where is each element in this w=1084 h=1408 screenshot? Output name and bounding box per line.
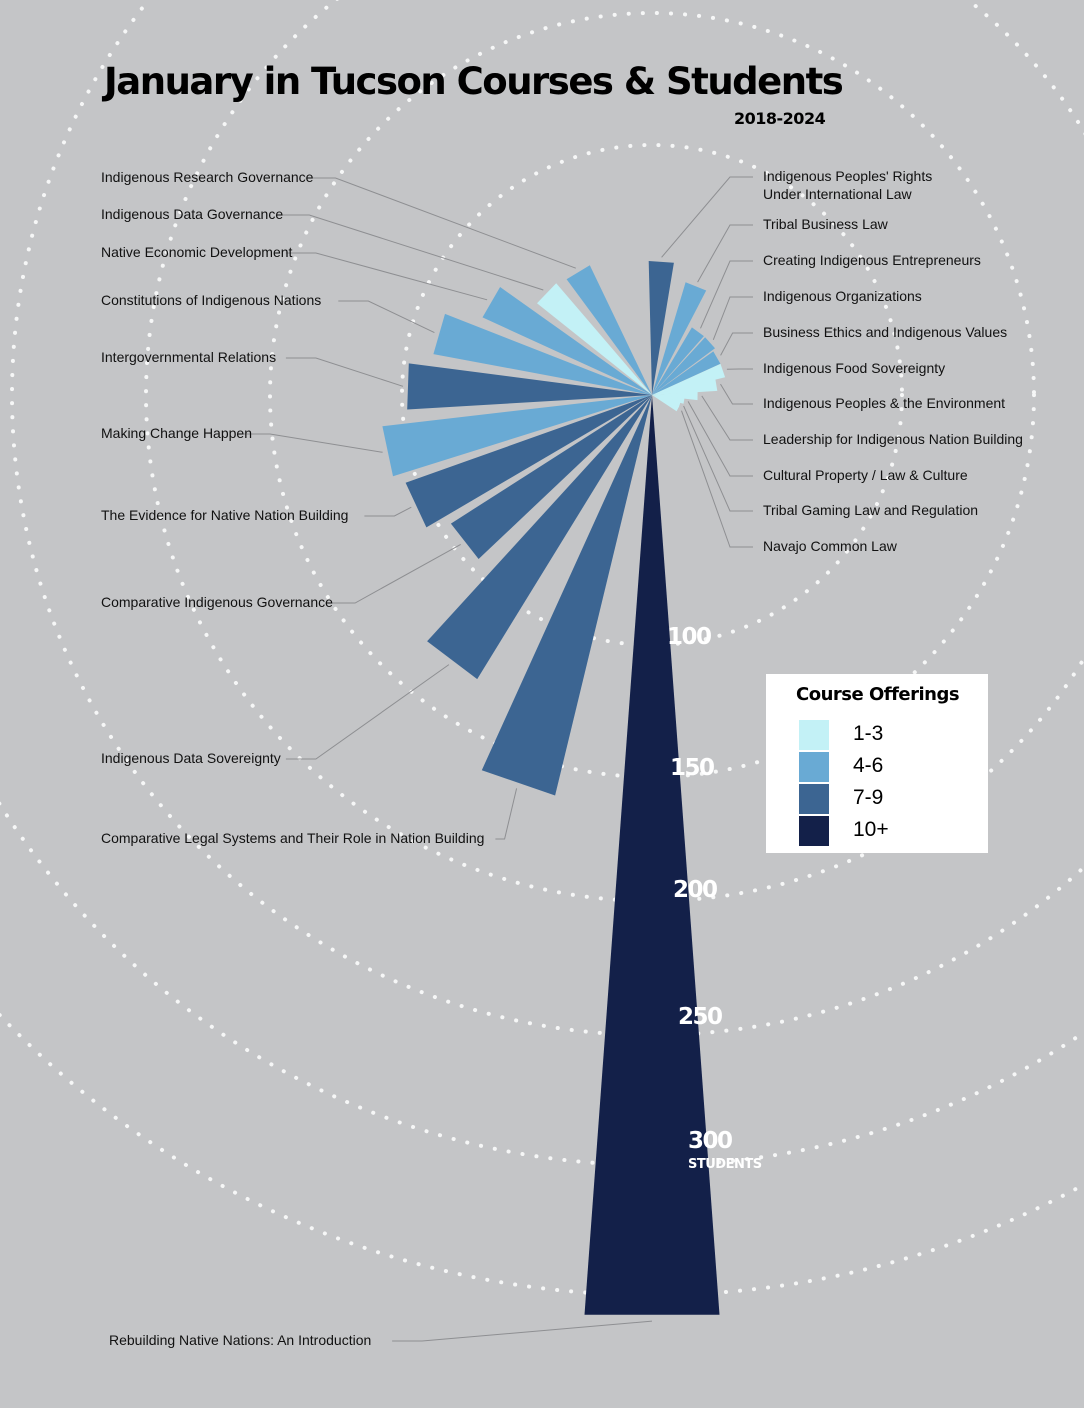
leader-line: [687, 401, 753, 477]
leader-line: [701, 395, 753, 441]
category-label: Making Change Happen: [101, 425, 252, 441]
grid-ring: [268, 11, 1036, 779]
legend-label: 1-3: [853, 722, 884, 745]
category-label: Indigenous Data Governance: [101, 206, 283, 222]
leader-line: [338, 300, 435, 334]
radial-axis-label: 200: [673, 877, 717, 903]
category-label: Navajo Common Law: [763, 538, 898, 554]
leader-line: [285, 357, 404, 387]
bar-wedge: [450, 395, 652, 559]
category-label: The Evidence for Native Nation Building: [101, 507, 348, 523]
bar-wedge: [405, 395, 652, 528]
leader-line: [285, 252, 488, 301]
category-label: Comparative Indigenous Governance: [101, 594, 333, 610]
bar-wedge: [481, 395, 652, 796]
chart-title: January in Tucson Courses & Students: [104, 60, 844, 103]
bar-wedge: [652, 395, 680, 412]
bar-wedge: [652, 363, 726, 395]
category-label: Indigenous Food Sovereignty: [763, 360, 945, 376]
legend-swatch: [799, 752, 829, 782]
leader-line: [720, 383, 753, 405]
leader-line: [683, 405, 753, 512]
bar-wedge: [652, 351, 721, 395]
category-label: Leadership for Indigenous Nation Buildin…: [763, 431, 1023, 447]
bar-wedge: [652, 327, 704, 395]
category-label: Comparative Legal Systems and Their Role…: [101, 830, 484, 846]
legend-label: 4-6: [853, 754, 884, 777]
bar-wedge: [652, 391, 698, 401]
category-label: Native Economic Development: [101, 244, 293, 260]
category-label: Creating Indigenous Entrepreneurs: [763, 252, 981, 268]
bar-wedge: [648, 261, 674, 395]
category-label: Indigenous Research Governance: [101, 169, 314, 185]
category-label: Indigenous Peoples & the Environment: [763, 395, 1005, 411]
leader-line: [392, 1320, 653, 1342]
bar-wedge: [407, 363, 652, 410]
category-label: Indigenous Organizations: [763, 288, 922, 304]
radial-axis-label: 150: [670, 755, 714, 781]
radial-axis-label: 300: [688, 1128, 732, 1154]
legend-swatch: [799, 816, 829, 846]
bar-wedge: [584, 395, 720, 1315]
category-label: Intergovernmental Relations: [101, 349, 276, 365]
bar-wedge: [537, 283, 652, 395]
legend-swatch: [799, 784, 829, 814]
legend-label: 10+: [853, 818, 889, 841]
bar-wedge: [652, 337, 715, 395]
bar-wedge: [433, 313, 652, 395]
leader-line: [661, 176, 753, 258]
legend-swatch: [799, 720, 829, 750]
leader-line: [681, 410, 753, 548]
bar-wedge: [566, 265, 652, 395]
leader-line: [305, 177, 576, 269]
leader-line: [495, 788, 518, 840]
bar-wedge: [427, 395, 652, 680]
radial-axis-unit: STUDENTS: [688, 1157, 762, 1172]
leader-line: [720, 332, 753, 356]
leader-line: [364, 506, 412, 517]
leader-line: [279, 214, 544, 291]
bar-wedge: [652, 378, 718, 395]
category-label: Constitutions of Indigenous Nations: [101, 292, 321, 308]
leader-line: [697, 224, 753, 283]
radial-axis-label: 100: [667, 624, 711, 650]
leader-line: [285, 664, 450, 760]
legend-label: 7-9: [853, 786, 884, 809]
category-label: Tribal Business Law: [763, 216, 889, 232]
category-label: Rebuilding Native Nations: An Introducti…: [109, 1332, 371, 1348]
legend: Course Offerings 1-3 4-6 7-9 10+: [766, 674, 988, 853]
leader-line: [325, 543, 461, 604]
chart-subtitle: 2018-2024: [734, 109, 826, 128]
category-label: Cultural Property / Law & Culture: [763, 467, 968, 483]
bar-wedge: [382, 395, 652, 477]
leader-line: [700, 260, 753, 329]
category-label: Business Ethics and Indigenous Values: [763, 324, 1007, 340]
grid-ring: [400, 143, 904, 647]
category-label: Tribal Gaming Law and Regulation: [763, 502, 978, 518]
category-label: Indigenous Data Sovereignty: [101, 750, 281, 766]
radial-axis-label: 250: [678, 1004, 722, 1030]
category-label: Indigenous Peoples' Rights Under Internat…: [763, 168, 932, 202]
leader-line: [712, 296, 753, 340]
bar-wedge: [652, 282, 707, 395]
leader-line: [240, 433, 383, 453]
legend-title: Course Offerings: [796, 684, 960, 705]
bar-wedge: [482, 287, 652, 395]
